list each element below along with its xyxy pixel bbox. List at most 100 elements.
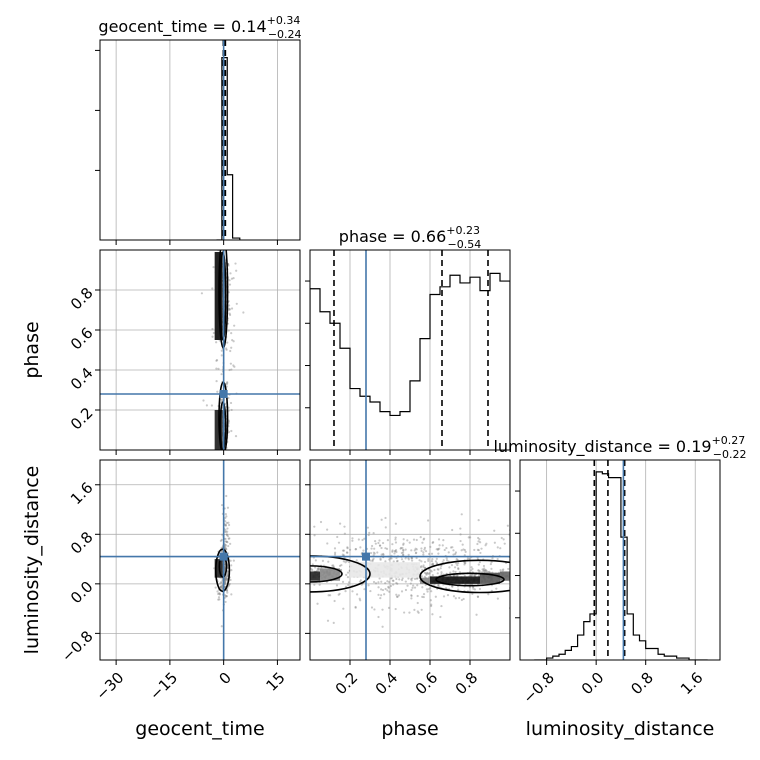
scatter-point xyxy=(477,549,480,552)
scatter-point xyxy=(466,557,470,560)
scatter-point xyxy=(219,585,223,588)
scatter-point xyxy=(444,587,448,590)
density-cell xyxy=(500,571,510,581)
scatter-point xyxy=(332,621,335,624)
scatter-point xyxy=(382,552,385,556)
scatter-point xyxy=(402,538,405,541)
scatter-point xyxy=(406,584,409,587)
scatter-point xyxy=(358,580,362,583)
scatter-point xyxy=(512,582,514,584)
y-tick-label: 0.6 xyxy=(67,324,97,354)
scatter-point xyxy=(416,594,419,598)
scatter-point xyxy=(351,537,354,540)
scatter-point xyxy=(419,566,422,569)
scatter-point xyxy=(428,568,431,571)
scatter-point xyxy=(224,530,227,534)
scatter-point xyxy=(395,560,399,563)
scatter-point xyxy=(477,563,480,566)
scatter-point xyxy=(477,569,480,572)
scatter-point xyxy=(370,547,373,550)
scatter-point xyxy=(541,552,543,554)
title-minus: −0.22 xyxy=(713,448,747,461)
scatter-point xyxy=(230,346,233,349)
scatter-point xyxy=(413,577,417,580)
scatter-point xyxy=(359,546,362,549)
scatter-point xyxy=(227,544,230,548)
scatter-point xyxy=(308,574,310,576)
scatter-point xyxy=(226,571,229,575)
scatter-point xyxy=(379,597,382,600)
scatter-point xyxy=(380,580,383,583)
scatter-point xyxy=(429,599,432,602)
scatter-point xyxy=(477,540,480,543)
scatter-point xyxy=(490,567,493,570)
scatter-point xyxy=(427,557,430,561)
scatter-point xyxy=(478,587,482,591)
scatter-point xyxy=(211,327,214,331)
scatter-point xyxy=(224,544,227,547)
scatter-point xyxy=(227,523,231,527)
scatter-point xyxy=(225,348,228,351)
scatter-point xyxy=(214,586,217,589)
scatter-point xyxy=(384,587,387,591)
scatter-point xyxy=(401,546,404,550)
scatter-point xyxy=(394,548,398,552)
scatter-point xyxy=(416,584,419,587)
scatter-point xyxy=(220,247,222,249)
x-tick-label: −30 xyxy=(92,669,127,704)
scatter-point xyxy=(363,537,366,540)
scatter-point xyxy=(481,568,484,571)
y-tick-label: 0.8 xyxy=(67,528,97,558)
scatter-point xyxy=(381,625,384,628)
scatter-point xyxy=(430,603,433,606)
scatter-point xyxy=(395,550,398,554)
scatter-point xyxy=(231,339,234,342)
scatter-point xyxy=(224,547,227,550)
scatter-point xyxy=(224,580,227,583)
scatter-point xyxy=(513,568,515,570)
scatter-point xyxy=(462,597,465,601)
scatter-point xyxy=(430,590,433,593)
scatter-point xyxy=(431,562,434,565)
scatter-point xyxy=(395,595,399,598)
scatter-point xyxy=(233,324,236,327)
scatter-point xyxy=(225,515,228,518)
panel-title-geocent_time: geocent_time = 0.14+0.34 −0.24 xyxy=(98,14,301,41)
scatter-point xyxy=(296,558,298,560)
scatter-point xyxy=(430,563,434,567)
scatter-point xyxy=(454,574,457,577)
scatter-point xyxy=(274,565,276,567)
scatter-point xyxy=(462,548,465,551)
scatter-point xyxy=(354,605,357,609)
scatter-point xyxy=(212,331,215,335)
scatter-point xyxy=(224,524,227,527)
scatter-point xyxy=(514,564,516,566)
scatter-point xyxy=(220,354,223,357)
scatter-point xyxy=(402,551,405,554)
scatter-point xyxy=(423,560,427,564)
scatter-point xyxy=(478,538,481,541)
scatter-point xyxy=(219,581,223,584)
scatter-point xyxy=(370,606,374,609)
scatter-point xyxy=(533,567,535,569)
scatter-point xyxy=(430,604,433,608)
scatter-point xyxy=(389,584,393,588)
scatter-point xyxy=(400,590,404,593)
scatter-point xyxy=(319,520,323,524)
scatter-point xyxy=(388,590,391,593)
scatter-point xyxy=(490,561,493,564)
scatter-point xyxy=(460,549,463,552)
scatter-point xyxy=(225,243,227,245)
scatter-point xyxy=(521,601,523,603)
scatter-point xyxy=(292,560,294,562)
scatter-point xyxy=(218,593,221,596)
scatter-point xyxy=(327,594,330,597)
scatter-point xyxy=(431,541,434,544)
scatter-point xyxy=(225,494,228,498)
scatter-point xyxy=(446,593,450,597)
scatter-point xyxy=(424,550,428,553)
x-tick-label: 0.2 xyxy=(332,669,362,699)
scatter-point xyxy=(354,548,358,551)
scatter-point xyxy=(230,569,233,572)
scatter-point xyxy=(226,575,229,578)
